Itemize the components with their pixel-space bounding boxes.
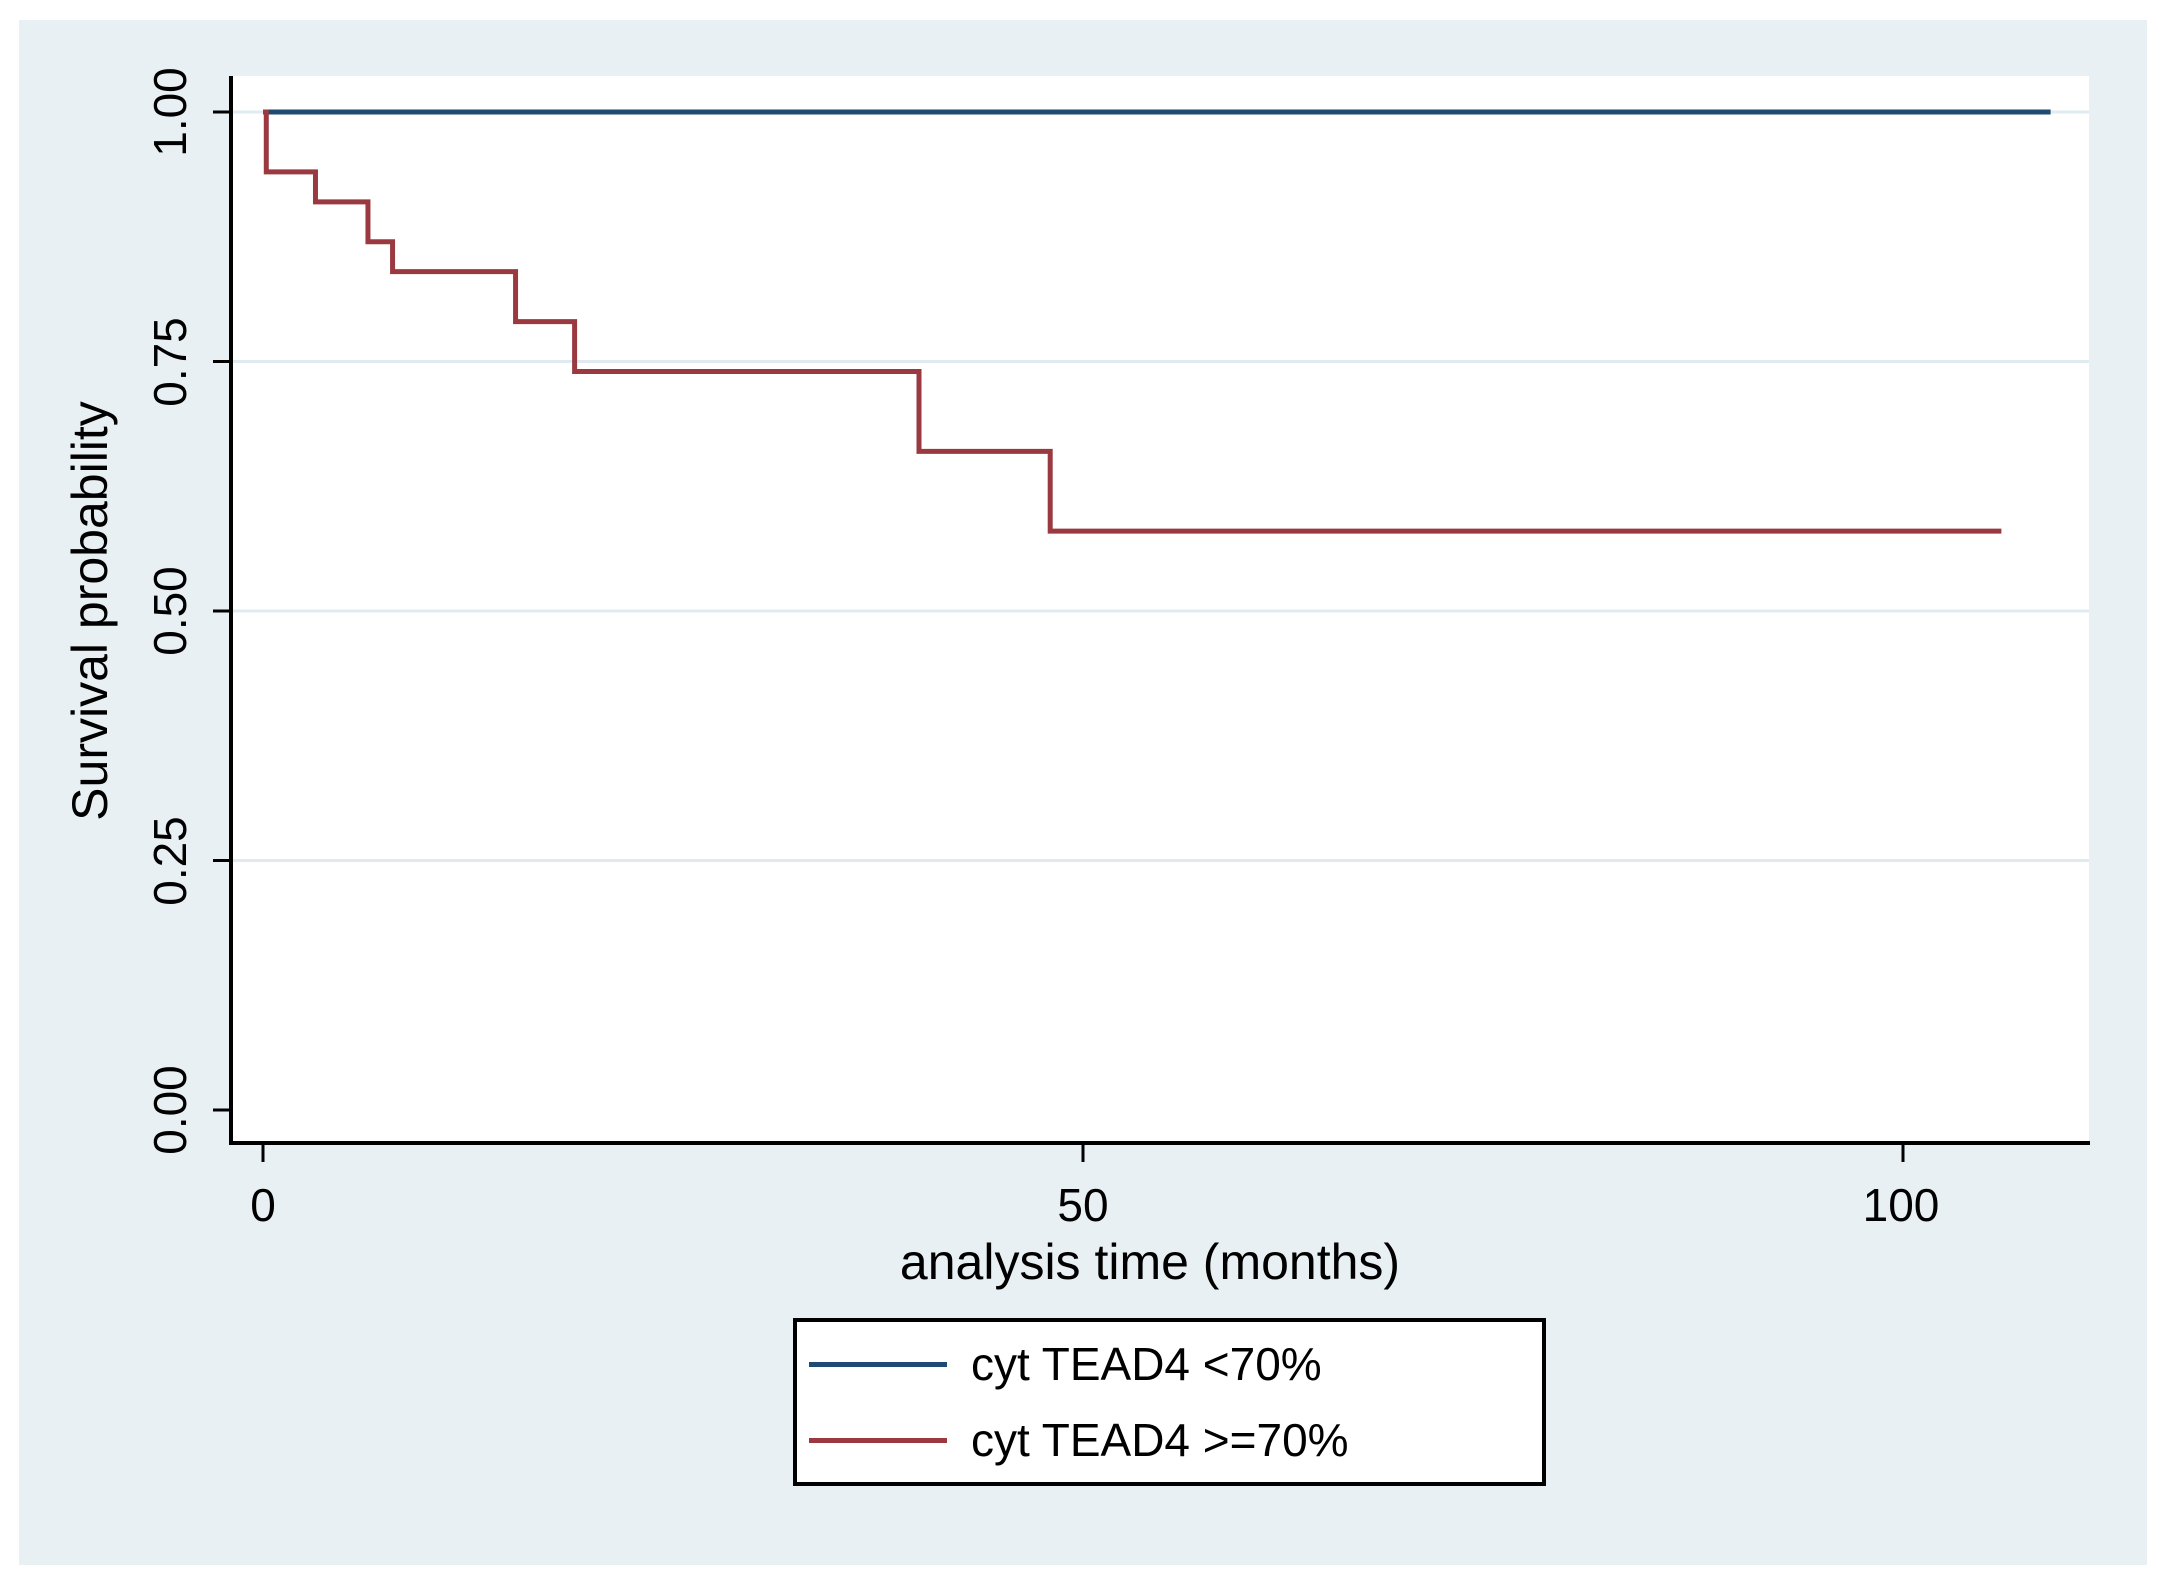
x-tick-label-0: 0: [250, 1179, 276, 1231]
survival-curve-1: [263, 109, 2002, 534]
y-tick-label-0-25: 0.25: [144, 816, 196, 906]
legend-item-lt70: cyt TEAD4 <70%: [809, 1338, 1542, 1390]
y-tick-label-1-00: 1.00: [144, 67, 196, 157]
legend-line-swatch-navy: [809, 1361, 947, 1367]
legend-label-ge70: cyt TEAD4 >=70%: [971, 1414, 1349, 1466]
x-axis-title: analysis time (months): [899, 1234, 1401, 1290]
x-tick-label-50: 50: [1057, 1179, 1109, 1231]
legend-box: cyt TEAD4 <70% cyt TEAD4 >=70%: [793, 1318, 1546, 1486]
legend-line-swatch-maroon: [809, 1437, 947, 1443]
legend-label-lt70: cyt TEAD4 <70%: [971, 1338, 1322, 1390]
x-tick-label-100: 100: [1862, 1179, 1940, 1231]
legend-item-ge70: cyt TEAD4 >=70%: [809, 1414, 1542, 1466]
y-axis-title: Survival probability: [62, 401, 118, 821]
y-tick-label-0-00: 0.00: [144, 1065, 196, 1155]
y-tick-label-0-75: 0.75: [144, 317, 196, 407]
y-tick-label-0-50: 0.50: [144, 566, 196, 656]
